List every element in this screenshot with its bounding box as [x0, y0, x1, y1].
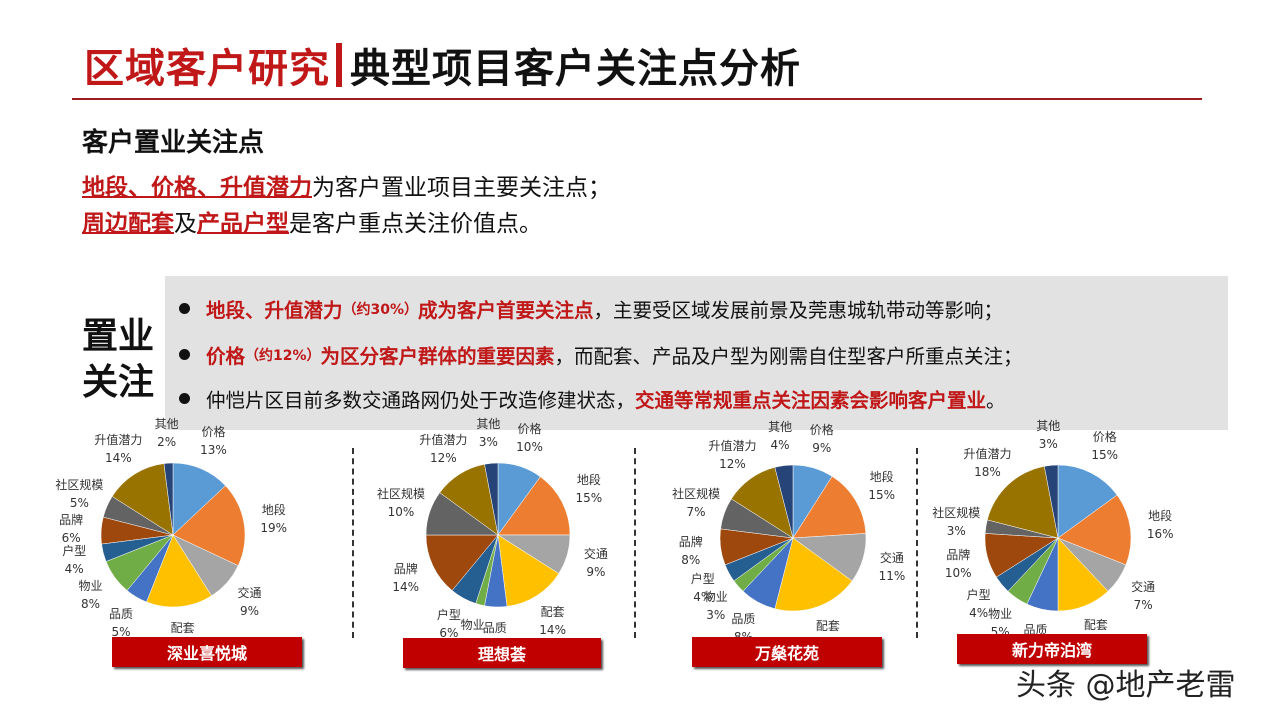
pie-label: 升值潜力 18% [963, 446, 1012, 479]
chart-divider [634, 448, 636, 638]
pie-slice [172, 462, 226, 536]
pie-label: 地段 15% [575, 472, 603, 505]
pie-slice [484, 462, 499, 536]
pie-label: 升值潜力 12% [419, 432, 468, 465]
pie-label: 社区规模 10% [376, 487, 425, 520]
pie-slice [163, 462, 174, 536]
bullet-red: 交通等常规重点关注因素会影响客户置业 [635, 389, 987, 412]
pie-label: 品牌 8% [678, 534, 703, 567]
title-topic: 典型项目客户关注点分析 [350, 46, 801, 92]
pie-label: 交通 9% [583, 547, 608, 580]
pie-chart-shenye: 价格13%地段19%交通9%配套15%品质5%物业8%户型4%品牌6%社区规模5… [30, 417, 320, 652]
section-subhead: 客户置业关注点 [82, 128, 265, 158]
project-label-lixianghui: 理想荟 [403, 638, 601, 668]
title-section: 区域客户研究 [84, 46, 330, 92]
pie-slice [1057, 494, 1132, 566]
side-label-line: 关注 [82, 362, 155, 403]
pie-chart-xinli: 价格15%地段16%交通7%配套12%品质7%物业5%户型4%品牌10%社区规模… [915, 419, 1205, 654]
bullet-item: 地段、升值潜力 （约30%） 成为客户首要关注点 ，主要受区域发展前景及莞惠城轨… [179, 294, 1003, 323]
summary-text: 地段、价格、升值潜力为客户置业项目主要关注点； 周边配套及产品户型是客户重点关注… [82, 170, 611, 242]
bullet-text: ，主要受区域发展前景及莞惠城轨带动等影响； [593, 299, 1004, 322]
pie-label: 品牌 14% [392, 562, 420, 595]
pie-slice [1057, 464, 1118, 539]
bullet-dot-icon [179, 349, 190, 360]
focus-side-label: 置业 关注 [82, 314, 162, 406]
pie-chart-wanshen: 价格9%地段15%交通11%配套19%品质8%物业3%户型4%品牌8%社区规模7… [630, 420, 920, 651]
project-label-shenye: 深业喜悦城 [112, 637, 302, 667]
pie-slice [774, 464, 794, 539]
summary-text: 为客户置业项目主要关注点； [312, 175, 611, 201]
pie-slice [172, 485, 246, 566]
bullet-item: 仲恺片区目前多数交通路网仍处于改造修建状态， 交通等常规重点关注因素会影响客户置… [179, 384, 1006, 413]
pie-label: 品牌 10% [944, 547, 972, 580]
chart-divider [916, 448, 918, 638]
pie-slice [792, 476, 867, 539]
pie-label: 交通 7% [1131, 579, 1156, 612]
page-title: 区域客户研究 典型项目客户关注点分析 [84, 36, 801, 94]
bullet-small: （约12%） [245, 347, 321, 364]
project-label-wanshen: 万燊花苑 [692, 637, 882, 667]
project-label-xinli: 新力帝泊湾 [957, 634, 1147, 664]
pie-label: 户型 4% [966, 587, 991, 620]
pie-slice [986, 466, 1059, 539]
pie-slice [497, 476, 571, 536]
pie-label: 升值潜力 14% [94, 432, 143, 465]
pie-label: 地段 15% [868, 469, 895, 502]
pie-slice [146, 534, 212, 608]
pie-label: 户型 4% [62, 544, 87, 577]
summary-text: 及 [174, 211, 197, 237]
pie-label: 物业 3% [703, 590, 728, 623]
pie-label: 其他 2% [154, 417, 179, 450]
pie-label: 升值潜力 12% [708, 438, 757, 471]
bullet-red: 成为客户首要关注点 [418, 299, 594, 322]
bullet-small: （约30%） [342, 301, 419, 318]
pie-label: 价格 15% [1091, 430, 1119, 463]
side-label-line: 置业 [82, 316, 155, 357]
watermark: 头条 @地产老雷 [1016, 668, 1236, 703]
pie-label: 其他 3% [1036, 419, 1061, 452]
pie-label: 物业 8% [78, 578, 103, 611]
bullet-item: 价格 （约12%） 为区分客户群体的重要因素 ，而配套、产品及户型为刚需自住型客… [179, 340, 1023, 369]
pie-label: 社区规模 3% [932, 505, 981, 538]
pie-label: 社区规模 5% [55, 478, 104, 511]
pie-label: 其他 4% [768, 419, 793, 452]
bullet-text: 仲恺片区目前多数交通路网仍处于改造修建状态， [206, 389, 636, 412]
pie-label: 其他 3% [476, 417, 501, 450]
pie-slice [111, 463, 174, 536]
pie-slice [1044, 464, 1059, 539]
pie-label: 户型 4% [690, 571, 715, 604]
pie-slice [774, 537, 853, 612]
chart-divider [352, 448, 354, 638]
pie-slice [425, 534, 499, 591]
summary-highlight: 地段、价格、升值潜力 [82, 175, 312, 201]
pie-slice [497, 534, 560, 607]
pie-label: 交通 9% [237, 586, 262, 619]
bullet-dot-icon [179, 303, 190, 314]
pie-label: 配套 14% [539, 605, 566, 638]
pie-label: 社区规模 7% [672, 487, 721, 520]
bullet-text: ，而配套、产品及户型为刚需自住型客户所重点关注； [554, 345, 1023, 368]
pie-chart-lixianghui: 价格10%地段15%交通9%配套14%品质5%物业2%户型6%品牌14%社区规模… [340, 417, 630, 652]
pie-label: 品牌 6% [59, 512, 84, 545]
title-rule [72, 98, 1202, 100]
pie-label: 价格 10% [516, 422, 543, 454]
pie-label: 价格 9% [809, 423, 834, 456]
bullet-red: 地段、升值潜力 [206, 299, 343, 322]
summary-highlight: 周边配套 [82, 211, 174, 237]
bullet-dot-icon [179, 393, 190, 404]
summary-text: 是客户重点关注价值点。 [289, 211, 542, 237]
bullet-red: 为区分客户群体的重要因素 [320, 345, 555, 368]
bullet-text: 。 [986, 389, 1006, 412]
pie-label: 地段 16% [1146, 509, 1174, 542]
pie-label: 价格 13% [200, 425, 227, 458]
title-separator [336, 43, 342, 87]
pie-label: 交通 11% [878, 550, 906, 583]
pie-label: 地段 19% [260, 503, 288, 536]
focus-box: 地段、升值潜力 （约30%） 成为客户首要关注点 ，主要受区域发展前景及莞惠城轨… [165, 276, 1228, 430]
pie-label: 户型 6% [436, 608, 461, 641]
summary-highlight: 产品户型 [197, 211, 289, 237]
bullet-red: 价格 [206, 345, 246, 368]
